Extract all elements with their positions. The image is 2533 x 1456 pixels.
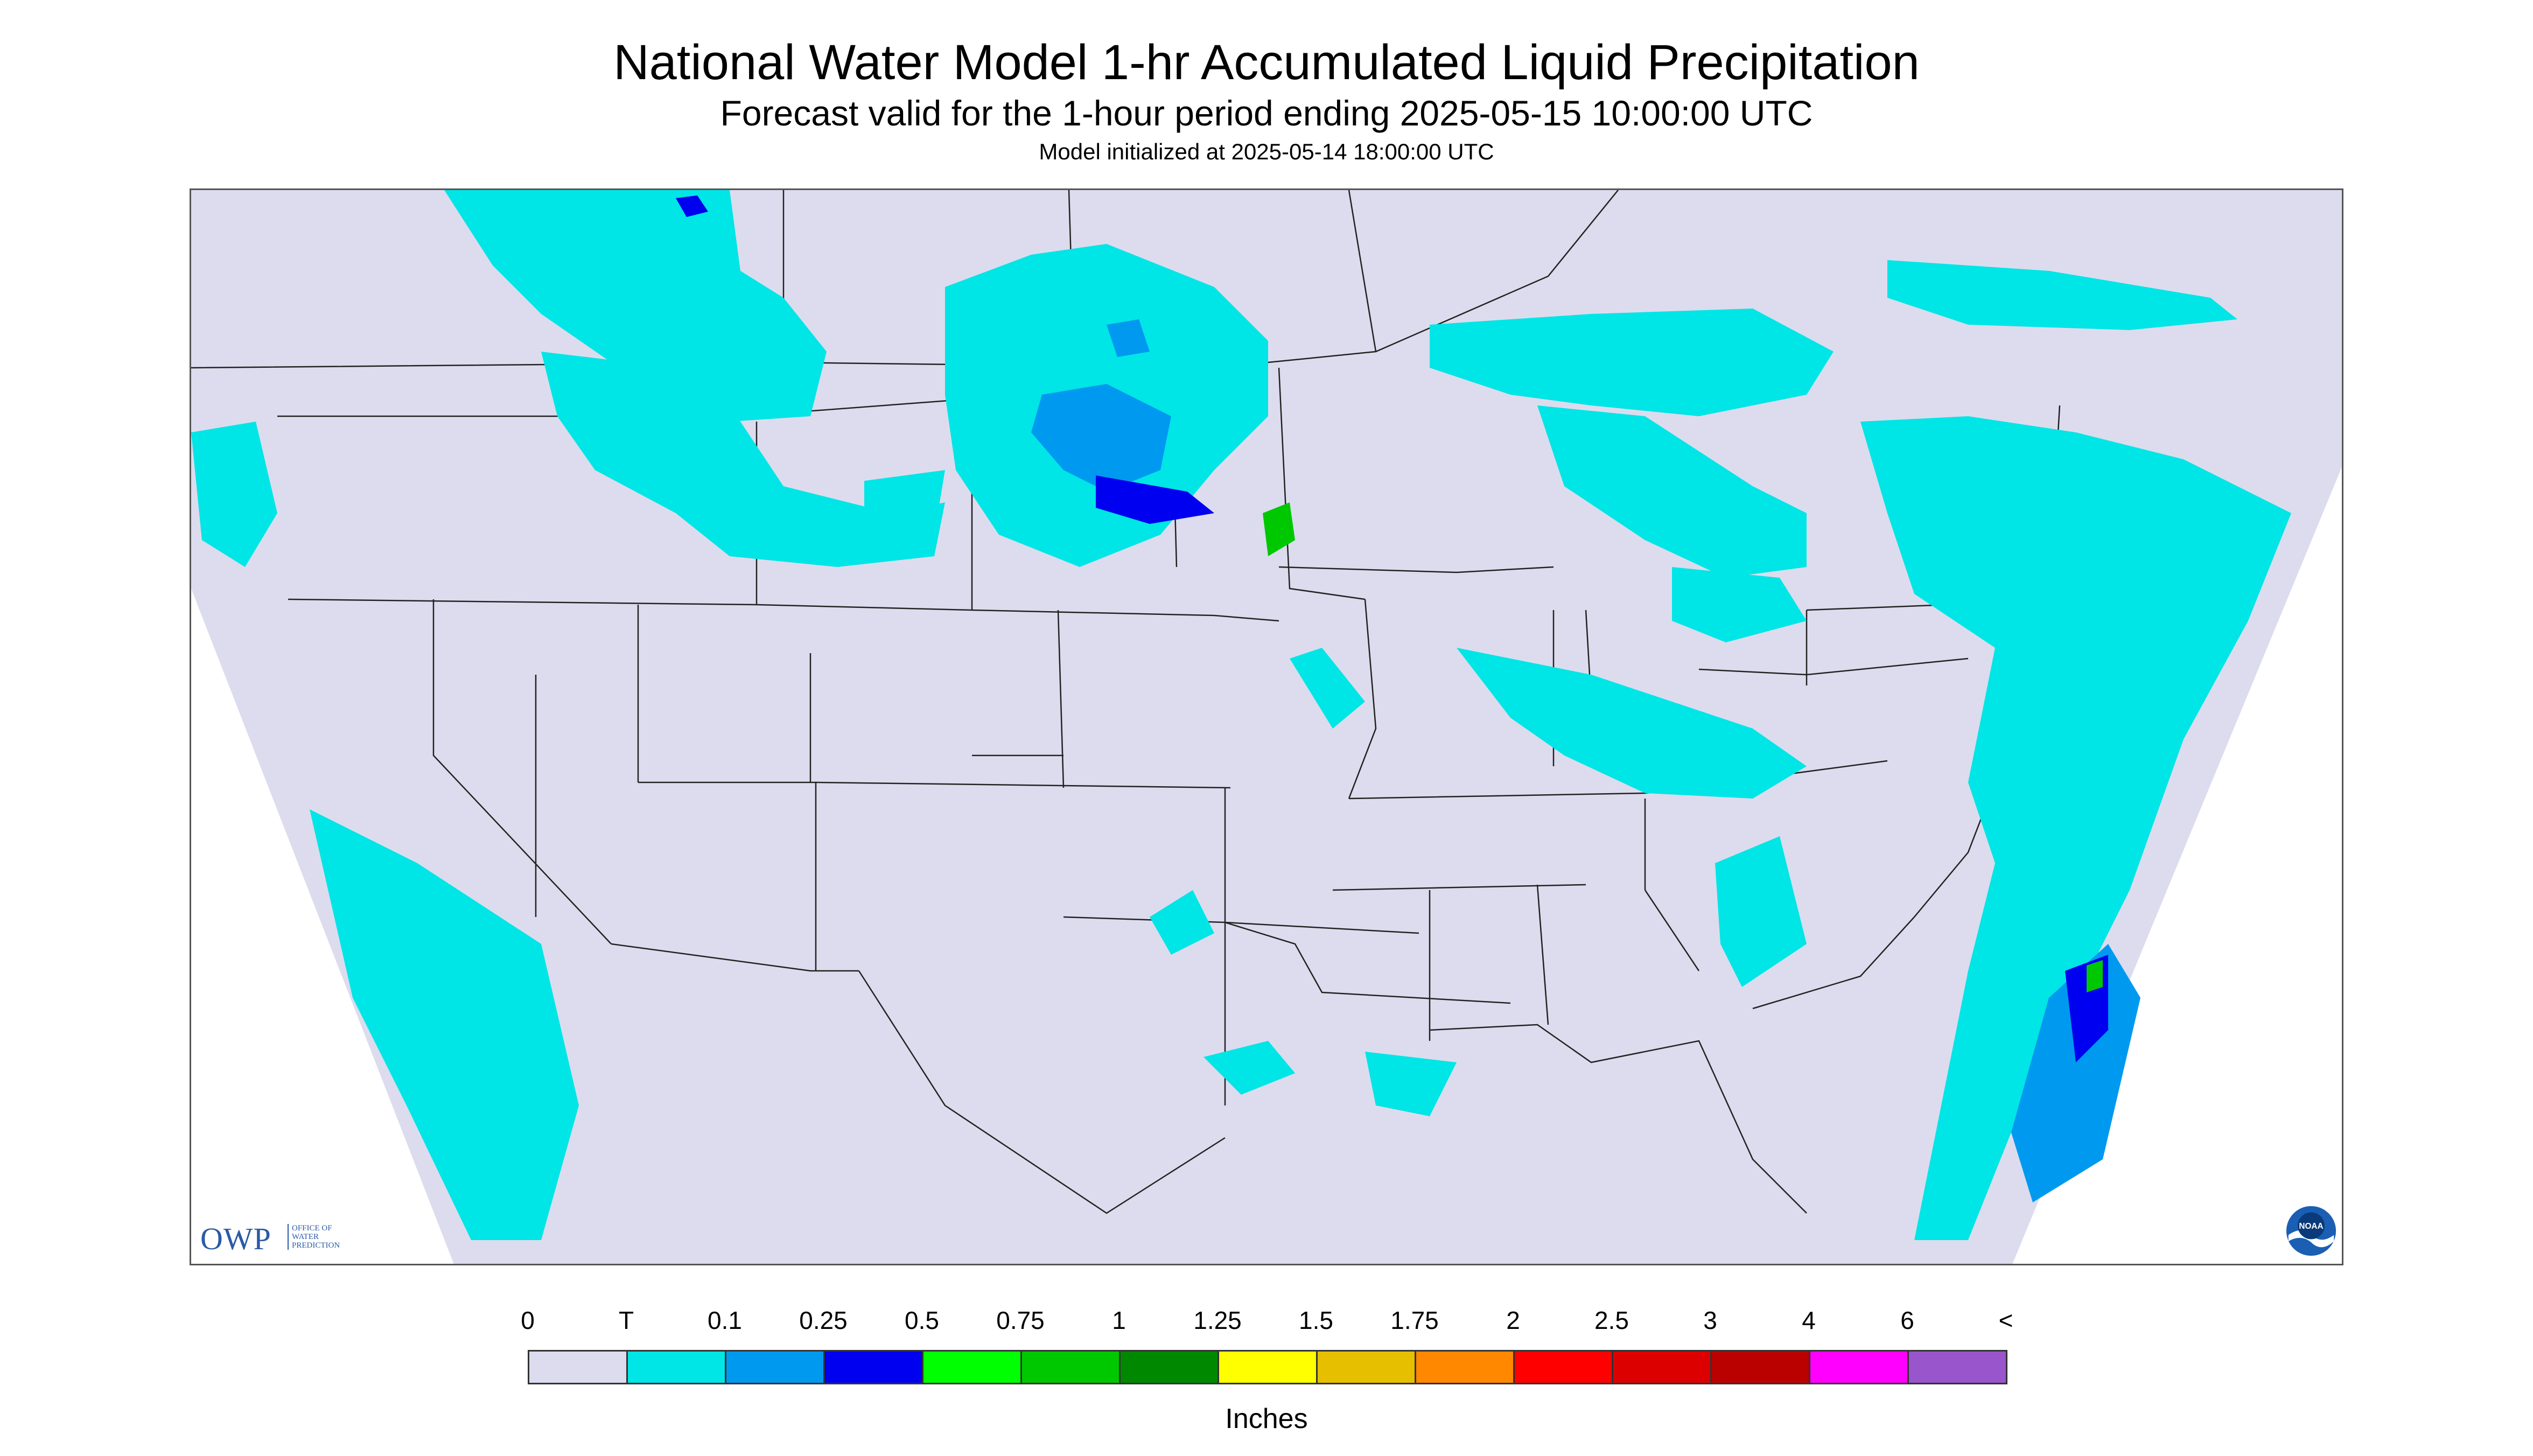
owp-sub-line1: OFFICE OF <box>292 1224 332 1233</box>
legend-tick-label: 2 <box>1506 1306 1520 1334</box>
map-subtitle: Forecast valid for the 1-hour period end… <box>720 93 1813 133</box>
noaa-logo-text: NOAA <box>2299 1222 2323 1231</box>
legend-units: Inches <box>1225 1403 1308 1434</box>
legend-swatch <box>528 1350 628 1384</box>
legend-swatch <box>823 1350 923 1384</box>
owp-logo-text: OWP <box>200 1221 271 1256</box>
legend-tick-label: 1.75 <box>1390 1306 1439 1334</box>
legend-tick-label: < <box>1998 1306 2013 1334</box>
legend-tick-label: T <box>618 1306 634 1334</box>
model-init-label: Model initialized at 2025-05-14 18:00:00… <box>1039 139 1494 164</box>
precip-legend: 0 T 0.1 0.25 0.5 0.75 1 1.25 1.5 1.75 2 2.5 3 4 6 < <box>521 1306 2013 1387</box>
owp-logo: OWP OFFICE OF WATER PREDICTION <box>200 1220 373 1257</box>
legend-tick-label: 1 <box>1112 1306 1126 1334</box>
legend-swatch <box>1119 1350 1219 1384</box>
legend-tick-label: 0.25 <box>799 1306 848 1334</box>
legend-swatch <box>1316 1350 1416 1384</box>
legend-tick-label: 0.5 <box>905 1306 939 1334</box>
legend-tick-label: 4 <box>1802 1306 1816 1334</box>
legend-swatch <box>1809 1350 1909 1384</box>
state-boundaries <box>191 190 2120 1214</box>
legend-swatch <box>1710 1350 1810 1384</box>
legend-tick-label: 0.75 <box>996 1306 1045 1334</box>
legend-swatch <box>922 1350 1022 1384</box>
legend-tick-label: 1.5 <box>1299 1306 1333 1334</box>
legend-tick-label: 1.25 <box>1193 1306 1242 1334</box>
legend-swatch <box>1513 1350 1613 1384</box>
owp-sub-line3: PREDICTION <box>292 1241 340 1250</box>
map-title: National Water Model 1-hr Accumulated Li… <box>613 35 1920 90</box>
heavy-precip-areas <box>1263 502 2103 992</box>
trace-precip-areas <box>191 190 2291 1240</box>
legend-tick-label: 6 <box>1900 1306 1914 1334</box>
legend-swatch <box>1612 1350 1712 1384</box>
precipitation-map <box>190 188 2343 1265</box>
legend-tick-label: 0.1 <box>708 1306 742 1334</box>
legend-swatch <box>1217 1350 1318 1384</box>
legend-tick-label: 3 <box>1703 1306 1717 1334</box>
map-canvas <box>191 190 2342 1264</box>
legend-swatch <box>1020 1350 1121 1384</box>
legend-tick-label: 0 <box>521 1306 535 1334</box>
legend-swatch <box>1415 1350 1515 1384</box>
owp-sub-line2: WATER <box>292 1233 319 1241</box>
legend-tick-label: 2.5 <box>1594 1306 1629 1334</box>
owp-logo-subtext: OFFICE OF WATER PREDICTION <box>288 1224 340 1250</box>
noaa-logo: NOAA <box>2286 1206 2336 1256</box>
legend-swatch <box>1907 1350 2007 1384</box>
legend-swatch <box>626 1350 726 1384</box>
legend-swatch <box>725 1350 825 1384</box>
